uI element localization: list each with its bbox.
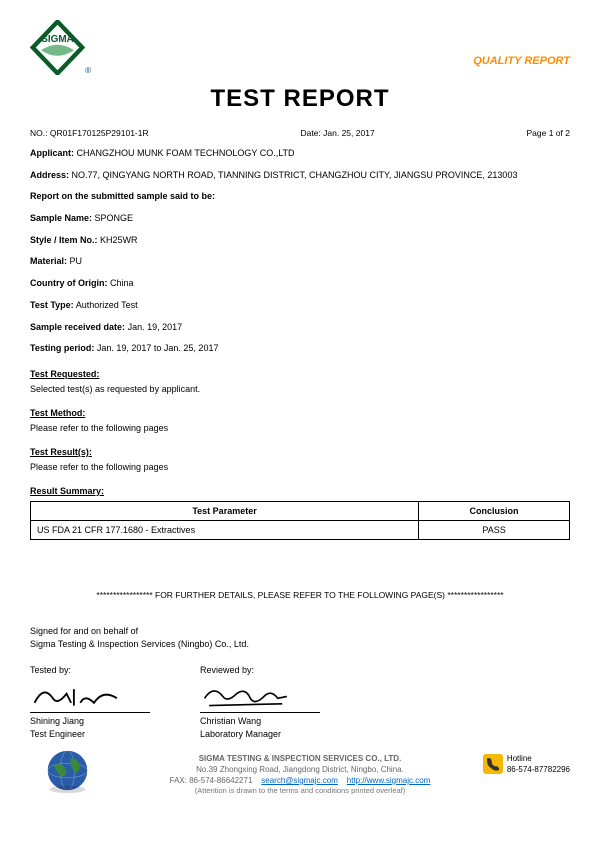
signature-1 xyxy=(30,680,200,712)
footer: Hotline 86-574-87782296 SIGMA TESTING & … xyxy=(30,753,570,797)
style-field: Style / Item No.: KH25WR xyxy=(30,235,570,247)
signoff-line2: Sigma Testing & Inspection Services (Nin… xyxy=(30,638,570,652)
cell-param: US FDA 21 CFR 177.1680 - Extractives xyxy=(31,520,419,539)
hotline-label: Hotline xyxy=(507,753,570,764)
period-field: Testing period: Jan. 19, 2017 to Jan. 25… xyxy=(30,343,570,355)
test-requested-label: Test Requested: xyxy=(30,369,570,379)
signature-2 xyxy=(200,680,370,712)
received-field: Sample received date: Jan. 19, 2017 xyxy=(30,322,570,334)
signer1-name: Shining Jiang xyxy=(30,715,150,728)
table-header-row: Test Parameter Conclusion xyxy=(31,501,570,520)
report-title: TEST REPORT xyxy=(30,85,570,113)
footer-attention: (Attention is drawn to the terms and con… xyxy=(30,786,570,797)
col-test-parameter: Test Parameter xyxy=(31,501,419,520)
signoff-line1: Signed for and on behalf of xyxy=(30,625,570,639)
cell-conclusion: PASS xyxy=(419,520,570,539)
signer2-title: Laboratory Manager xyxy=(200,728,320,741)
test-method-text: Please refer to the following pages xyxy=(30,423,570,433)
col-conclusion: Conclusion xyxy=(419,501,570,520)
signer2-name: Christian Wang xyxy=(200,715,320,728)
footer-contacts: FAX: 86-574-86642271 search@sigmajc.com … xyxy=(30,775,570,786)
further-details: ***************** FOR FURTHER DETAILS, P… xyxy=(30,590,570,600)
footer-email[interactable]: search@sigmajc.com xyxy=(261,776,338,785)
report-no: NO.: QR01F170125P29101-1R xyxy=(30,128,149,138)
hotline-number: 86-574-87782296 xyxy=(507,764,570,775)
signoff-block: Signed for and on behalf of Sigma Testin… xyxy=(30,625,570,741)
result-summary-label: Result Summary: xyxy=(30,486,570,496)
svg-text:SIGMA: SIGMA xyxy=(41,34,73,45)
sigma-logo: SIGMA ® xyxy=(30,20,85,75)
address-field: Address: NO.77, QINGYANG NORTH ROAD, TIA… xyxy=(30,170,570,182)
reviewed-by-col: Reviewed by: Christian Wang Laboratory M… xyxy=(200,664,370,741)
applicant-field: Applicant: CHANGZHOU MUNK FOAM TECHNOLOG… xyxy=(30,148,570,160)
tested-by-label: Tested by: xyxy=(30,664,200,678)
test-method-label: Test Method: xyxy=(30,408,570,418)
info-row: NO.: QR01F170125P29101-1R Date: Jan. 25,… xyxy=(30,128,570,138)
result-summary-table: Test Parameter Conclusion US FDA 21 CFR … xyxy=(30,501,570,540)
globe-icon xyxy=(45,748,90,793)
report-on-field: Report on the submitted sample said to b… xyxy=(30,191,570,203)
test-type-field: Test Type: Authorized Test xyxy=(30,300,570,312)
material-field: Material: PU xyxy=(30,256,570,268)
page-number: Page 1 of 2 xyxy=(527,128,570,138)
country-field: Country of Origin: China xyxy=(30,278,570,290)
quality-report-label: QUALITY REPORT xyxy=(473,55,570,67)
header: SIGMA ® QUALITY REPORT xyxy=(30,20,570,75)
table-row: US FDA 21 CFR 177.1680 - Extractives PAS… xyxy=(31,520,570,539)
footer-url[interactable]: http://www.sigmajc.com xyxy=(347,776,431,785)
signer1-title: Test Engineer xyxy=(30,728,150,741)
reviewed-by-label: Reviewed by: xyxy=(200,664,370,678)
test-results-text: Please refer to the following pages xyxy=(30,462,570,472)
sample-name-field: Sample Name: SPONGE xyxy=(30,213,570,225)
phone-icon xyxy=(483,754,503,774)
hotline-block: Hotline 86-574-87782296 xyxy=(483,753,570,775)
test-requested-text: Selected test(s) as requested by applica… xyxy=(30,384,570,394)
registered-mark: ® xyxy=(85,66,91,75)
report-date: Date: Jan. 25, 2017 xyxy=(300,128,374,138)
tested-by-col: Tested by: Shining Jiang Test Engineer xyxy=(30,664,200,741)
test-results-label: Test Result(s): xyxy=(30,447,570,457)
